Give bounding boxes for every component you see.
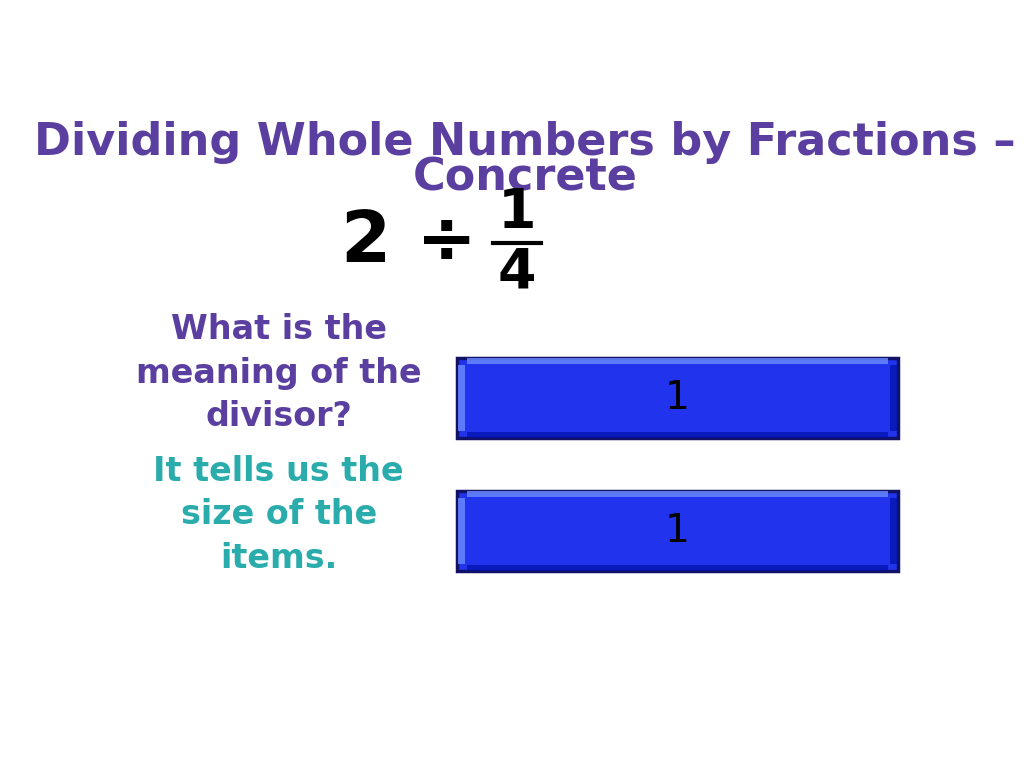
Text: 2 ÷: 2 ÷	[341, 208, 477, 277]
Text: 1: 1	[498, 187, 537, 240]
FancyBboxPatch shape	[459, 366, 465, 431]
Text: 1: 1	[666, 379, 690, 417]
FancyBboxPatch shape	[890, 498, 897, 564]
Text: What is the
meaning of the
divisor?: What is the meaning of the divisor?	[136, 313, 422, 433]
FancyBboxPatch shape	[459, 498, 465, 564]
FancyBboxPatch shape	[467, 432, 888, 438]
FancyBboxPatch shape	[467, 565, 888, 571]
FancyBboxPatch shape	[458, 358, 898, 438]
FancyBboxPatch shape	[467, 492, 888, 497]
FancyBboxPatch shape	[458, 492, 898, 571]
Text: It tells us the
size of the
items.: It tells us the size of the items.	[154, 455, 404, 575]
FancyBboxPatch shape	[467, 358, 888, 364]
Text: Concrete: Concrete	[413, 157, 637, 200]
Text: 4: 4	[498, 246, 537, 300]
Text: Dividing Whole Numbers by Fractions –: Dividing Whole Numbers by Fractions –	[34, 121, 1016, 164]
Text: 1: 1	[666, 512, 690, 550]
FancyBboxPatch shape	[890, 366, 897, 431]
